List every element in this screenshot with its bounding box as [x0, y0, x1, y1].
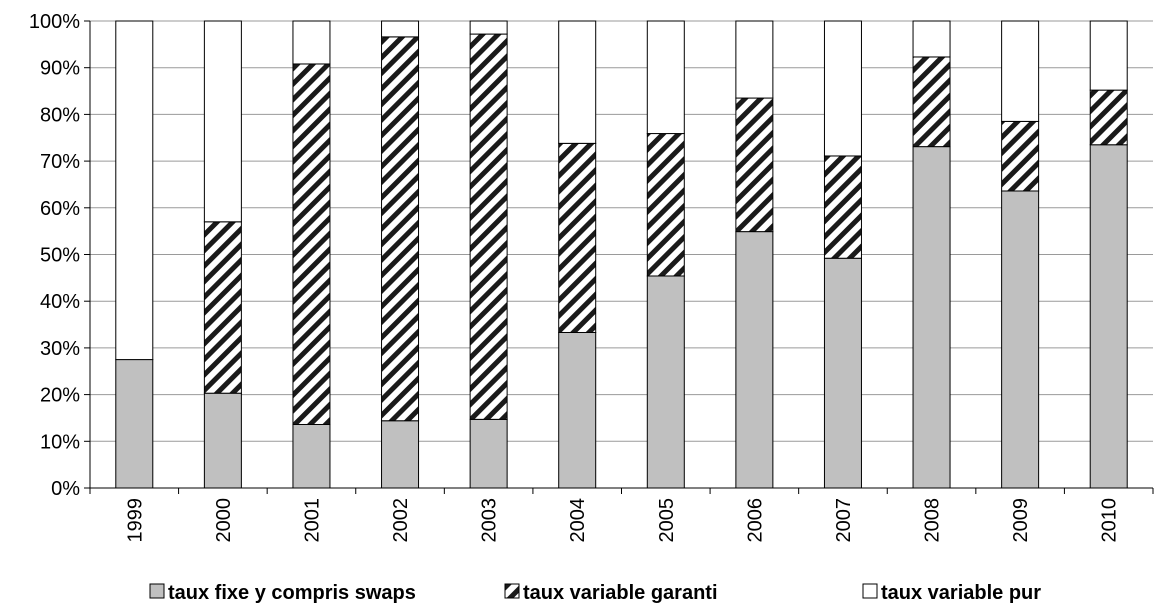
y-tick-label: 20%: [40, 385, 80, 407]
bar-segment-2008-series-1: [912, 146, 951, 489]
bar-segment-2003-series-1: [469, 418, 508, 489]
bar-segment-2004-series-3: [558, 20, 597, 144]
bar-segment-2006-series-1: [735, 231, 774, 489]
bar-segment-2000-series-1: [203, 392, 242, 489]
bars: [115, 20, 1128, 489]
gridlines: [90, 20, 1153, 442]
axes: [84, 20, 1154, 494]
x-tick-label: 2007: [833, 498, 855, 543]
y-tick-label: 0%: [51, 478, 80, 500]
y-tick-label: 30%: [40, 338, 80, 360]
legend: taux fixe y compris swaps taux variable g…: [149, 582, 1041, 604]
bar-segment-2010-series-2: [1089, 89, 1128, 146]
bar-segment-2009-series-1: [1001, 190, 1040, 489]
bar-segment-2008-series-3: [912, 20, 951, 58]
x-tick-labels: 1999 2000 2001 2002 2003 2004 2005 2006 2007 2008…: [124, 498, 1120, 543]
bar-segment-1999-series-1: [115, 359, 154, 489]
y-tick-label: 70%: [40, 151, 80, 173]
bar-segment-2005-series-3: [646, 20, 685, 135]
bar-segment-2003-series-3: [469, 20, 508, 35]
bar-segment-2004-series-1: [558, 331, 597, 489]
bar-segment-2002-series-2: [381, 36, 420, 422]
x-tick-label: 2006: [744, 498, 766, 543]
bar-segment-2010-series-3: [1089, 20, 1128, 91]
y-tick-label: 40%: [40, 291, 80, 313]
bar-segment-2001-series-1: [292, 423, 331, 489]
y-tick-label: 60%: [40, 198, 80, 220]
x-tick-label: 2001: [301, 498, 323, 543]
x-tick-label: 2002: [390, 498, 412, 543]
bar-segment-2005-series-2: [646, 133, 685, 277]
x-tick-label: 1999: [124, 498, 146, 543]
legend-swatch: [504, 583, 520, 599]
x-tick-label: 2003: [479, 498, 501, 543]
bar-segment-2007-series-3: [823, 20, 862, 157]
y-tick-label: 50%: [40, 245, 80, 267]
bar-segment-2009-series-2: [1001, 120, 1040, 192]
bar-segment-2003-series-2: [469, 33, 508, 420]
bar-segment-2007-series-2: [823, 155, 862, 259]
bar-segment-2001-series-3: [292, 20, 331, 65]
legend-swatch: [862, 583, 878, 599]
y-tick-label: 100%: [29, 11, 80, 33]
legend-swatch: [149, 583, 165, 599]
legend-label: taux variable pur: [881, 582, 1041, 604]
x-tick-label: 2004: [567, 498, 589, 543]
x-tick-label: 2009: [1010, 498, 1032, 543]
x-tick-label: 2010: [1099, 498, 1121, 543]
bar-segment-2009-series-3: [1001, 20, 1040, 122]
x-tick-label: 2008: [922, 498, 944, 543]
bar-segment-2007-series-1: [823, 257, 862, 489]
bar-segment-2005-series-1: [646, 275, 685, 489]
bar-segment-1999-series-3: [115, 20, 154, 361]
bar-segment-2002-series-3: [381, 20, 420, 38]
x-tick-label: 2000: [213, 498, 235, 543]
bar-segment-2004-series-2: [558, 142, 597, 333]
bar-segment-2008-series-2: [912, 56, 951, 148]
bar-segment-2000-series-3: [203, 20, 242, 223]
legend-label: taux variable garanti: [523, 582, 718, 604]
bar-segment-2000-series-2: [203, 221, 242, 394]
bar-segment-2001-series-2: [292, 63, 331, 425]
bar-segment-2002-series-1: [381, 420, 420, 489]
bar-segment-2006-series-3: [735, 20, 774, 99]
y-tick-label: 90%: [40, 58, 80, 80]
bar-segment-2010-series-1: [1089, 144, 1128, 489]
bar-segment-2006-series-2: [735, 97, 774, 233]
legend-label: taux fixe y compris swaps: [168, 582, 416, 604]
y-tick-label: 10%: [40, 431, 80, 453]
y-tick-label: 80%: [40, 104, 80, 126]
x-tick-label: 2005: [656, 498, 678, 543]
y-tick-labels: 0% 10% 20% 30% 40% 50% 60% 70% 80% 90% 100%: [29, 11, 80, 500]
